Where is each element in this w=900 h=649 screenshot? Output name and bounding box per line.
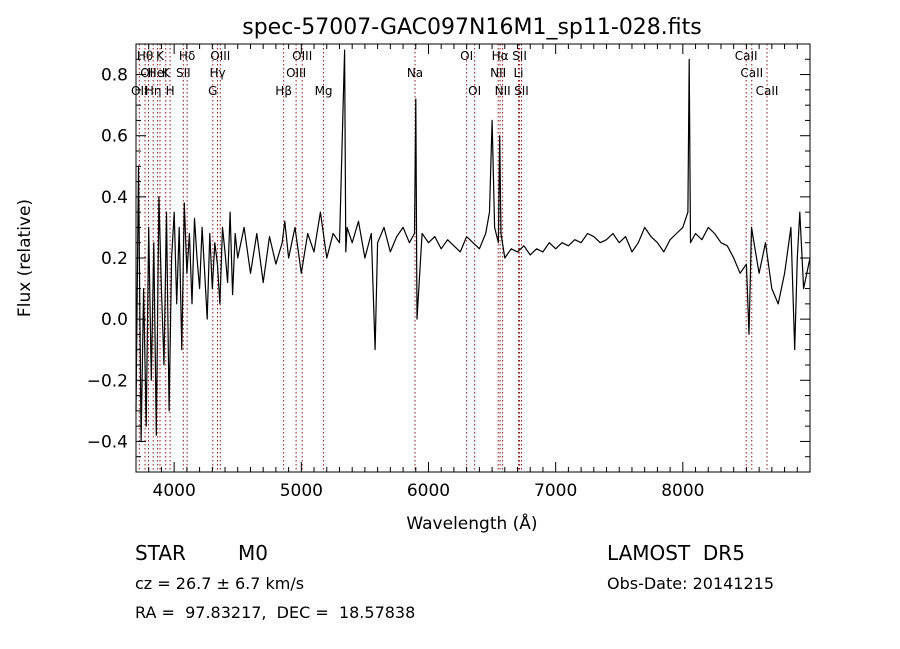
line-marker-label-8: SII (176, 66, 191, 80)
velocity-text: cz = 26.7 ± 6.7 km/s (135, 574, 305, 593)
line-marker-label-7: H (166, 84, 175, 98)
line-marker-label-12: OIII (210, 49, 230, 63)
line-marker-label-5: K (156, 49, 165, 63)
y-axis-label: Flux (relative) (15, 199, 35, 317)
survey-label: LAMOST DR5 (607, 541, 745, 565)
y-tick-label-1: −0.2 (87, 371, 128, 391)
flux-series (135, 49, 811, 442)
y-tick-label-4: 0.4 (101, 188, 128, 208)
line-marker-label-14: OIII (286, 66, 306, 80)
line-marker-label-20: NII (490, 66, 506, 80)
x-tick-label-4: 8000 (661, 481, 704, 501)
line-marker-label-27: CaII (740, 66, 763, 80)
obs-date-text: Obs-Date: 20141215 (607, 574, 775, 593)
line-marker-label-10: G (208, 84, 217, 98)
y-axis-ticks: −0.4 −0.2 0.0 0.2 0.4 0.6 0.8 (87, 43, 810, 473)
line-marker-label-26: CaII (735, 49, 758, 63)
coordinates-text: RA = 97.83217, DEC = 18.57838 (135, 603, 416, 622)
flux-line-0 (135, 49, 811, 442)
line-marker-label-22: NII (495, 84, 511, 98)
line-marker-label-28: CaII (756, 84, 779, 98)
y-tick-label-0: −0.4 (87, 432, 128, 452)
line-marker-labels: OIIHθOIIHηHeIKKHSIIHδGHγOIIIHβOIIIOIIIMg… (131, 49, 778, 98)
x-tick-label-0: 4000 (153, 481, 196, 501)
x-axis-ticks: 4000 5000 6000 7000 8000 (148, 44, 798, 501)
line-marker-label-21: Hα (492, 49, 509, 63)
line-marker-label-3: Hη (145, 84, 162, 98)
x-tick-label-1: 5000 (280, 481, 323, 501)
y-tick-label-2: 0.0 (101, 310, 128, 330)
class-label: STAR (135, 541, 186, 565)
line-marker-label-15: OIII (292, 49, 312, 63)
line-marker-label-4: HeI (148, 66, 168, 80)
y-tick-label-6: 0.8 (101, 66, 128, 86)
line-marker-label-11: Hγ (209, 66, 225, 80)
line-marker-label-18: OI (460, 49, 473, 63)
chart-title: spec-57007-GAC097N16M1_sp11-028.fits (242, 15, 702, 40)
x-axis-label: Wavelength (Å) (406, 512, 537, 534)
subclass-label: M0 (238, 541, 268, 565)
line-marker-label-0: OII (131, 84, 148, 98)
y-tick-label-5: 0.6 (101, 127, 128, 147)
line-marker-label-2: OII (140, 66, 157, 80)
line-marker-label-19: OI (468, 84, 481, 98)
line-marker-label-9: Hδ (179, 49, 195, 63)
line-marker-label-6: K (162, 66, 171, 80)
x-tick-label-2: 6000 (407, 481, 450, 501)
line-marker-label-25: SII (514, 84, 529, 98)
x-tick-label-3: 7000 (534, 481, 577, 501)
line-marker-label-13: Hβ (275, 84, 292, 98)
line-marker-label-1: Hθ (137, 49, 153, 63)
line-marker-label-24: SII (512, 49, 527, 63)
line-marker-label-16: Mg (315, 84, 333, 98)
line-marker-label-17: Na (407, 66, 423, 80)
line-marker-label-23: Li (514, 66, 524, 80)
line-markers (138, 44, 768, 472)
y-tick-label-3: 0.2 (101, 249, 128, 269)
